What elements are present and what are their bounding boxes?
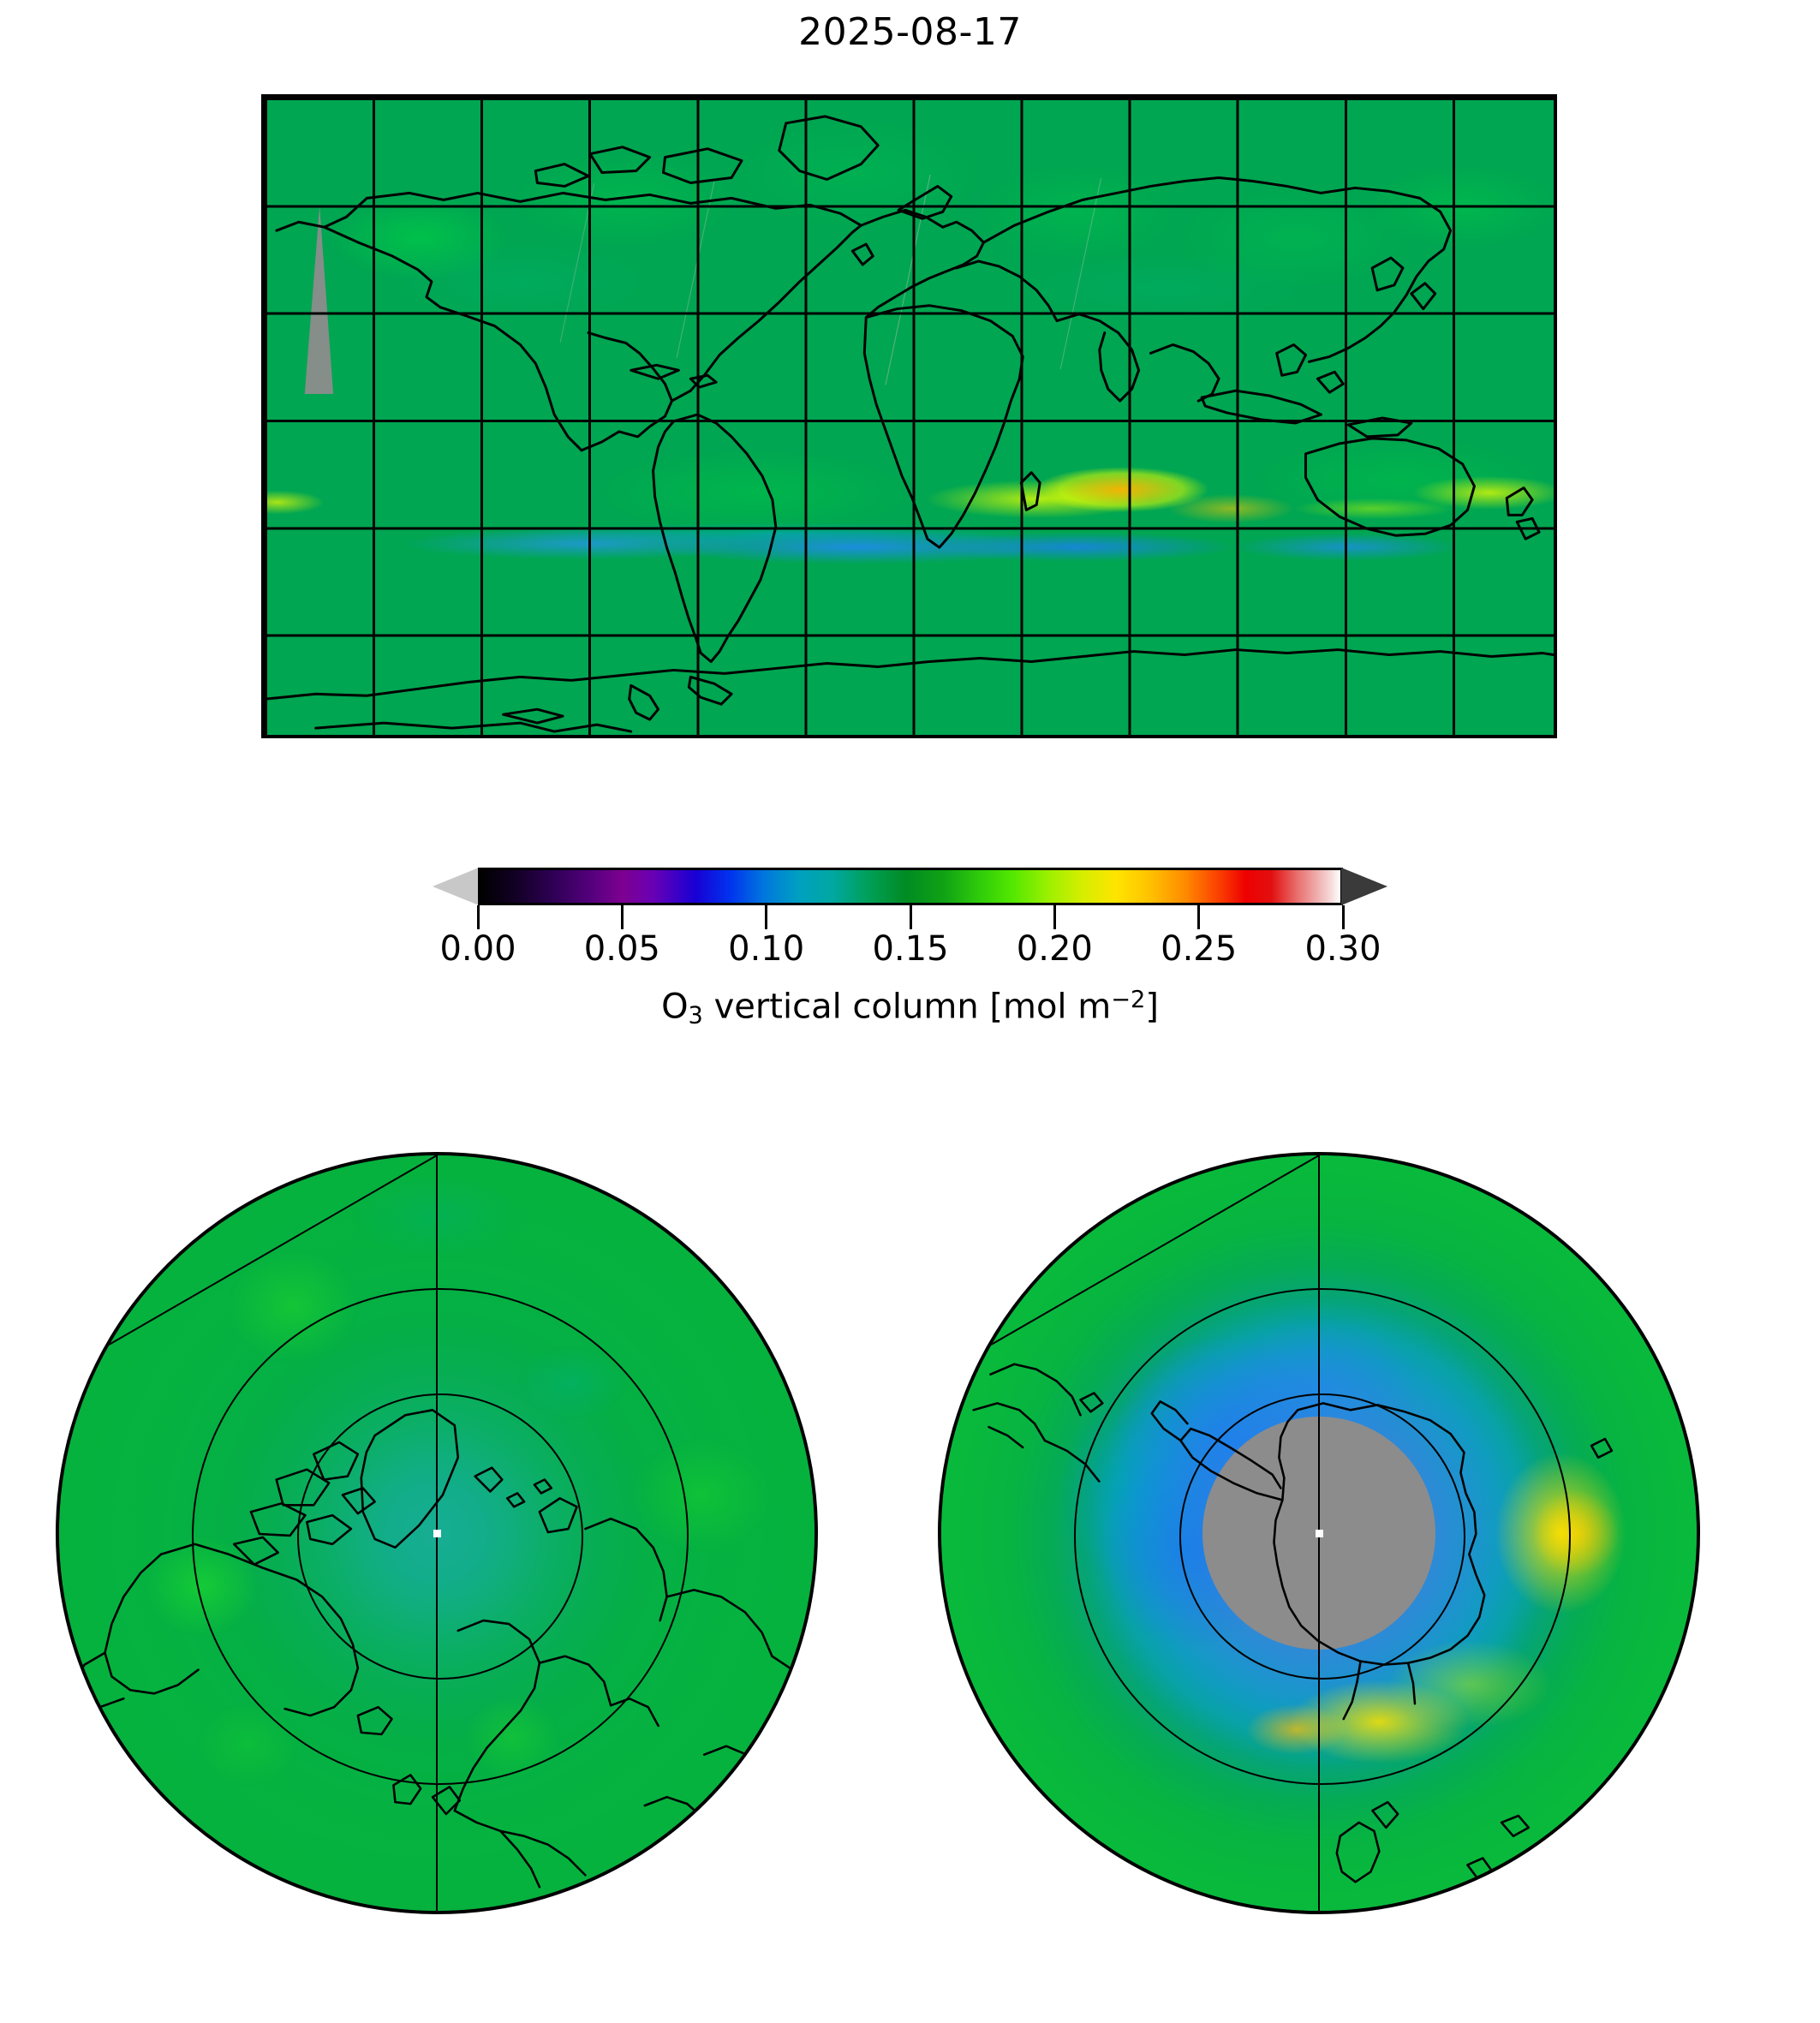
colorbar-tick-0-15 [909, 905, 912, 929]
north-polar-ozone-mottling [59, 1155, 815, 1911]
colorbar-axis-label: O3 vertical column [mol m−2] [0, 987, 1820, 1029]
south-polar-ozone-map [938, 1152, 1700, 1914]
colorbar-axis-label-subscript: 3 [688, 1002, 703, 1029]
colorbar-ticklabel-0-15: 0.15 [872, 929, 949, 969]
colorbar-ticklabel-0-10: 0.10 [728, 929, 805, 969]
north-polar-meridian-120 [59, 1155, 438, 1156]
south-polar-meridian-120 [941, 1155, 1320, 1156]
colorbar-tick-0-20 [1053, 905, 1056, 929]
colorbar-ticklabel-0-20: 0.20 [1016, 929, 1093, 969]
colorbar[interactable] [429, 866, 1387, 907]
colorbar-tick-labels: 0.00 0.05 0.10 0.15 0.20 0.25 0.30 [433, 932, 1387, 975]
colorbar-axis-label-close: ] [1145, 987, 1159, 1027]
colorbar-under-range-arrow [433, 868, 479, 905]
south-polar-nodata-region [1202, 1417, 1435, 1650]
colorbar-over-range-arrow [1341, 868, 1387, 905]
colorbar-tick-0-30 [1341, 905, 1345, 929]
colorbar-ticklabel-0-25: 0.25 [1161, 929, 1238, 969]
colorbar-tick-0-10 [765, 905, 768, 929]
colorbar-ticklabel-0-00: 0.00 [439, 929, 516, 969]
colorbar-ticklabel-0-30: 0.30 [1304, 929, 1381, 969]
colorbar-tick-0-00 [476, 905, 480, 929]
global-map-graticule [265, 98, 1554, 735]
colorbar-tick-marks [433, 905, 1387, 929]
colorbar-ticklabel-0-05: 0.05 [583, 929, 660, 969]
colorbar-tick-0-05 [620, 905, 624, 929]
north-polar-ozone-map [56, 1152, 818, 1914]
colorbar-axis-label-exponent: −2 [1111, 987, 1146, 1013]
colorbar-axis-label-middle: vertical column [mol m [702, 987, 1112, 1027]
colorbar-tick-0-25 [1197, 905, 1201, 929]
colorbar-axis-label-species: O [661, 987, 689, 1027]
global-ozone-map [261, 94, 1557, 738]
page-title: 2025-08-17 [798, 10, 1022, 54]
colorbar-gradient[interactable] [478, 868, 1343, 905]
